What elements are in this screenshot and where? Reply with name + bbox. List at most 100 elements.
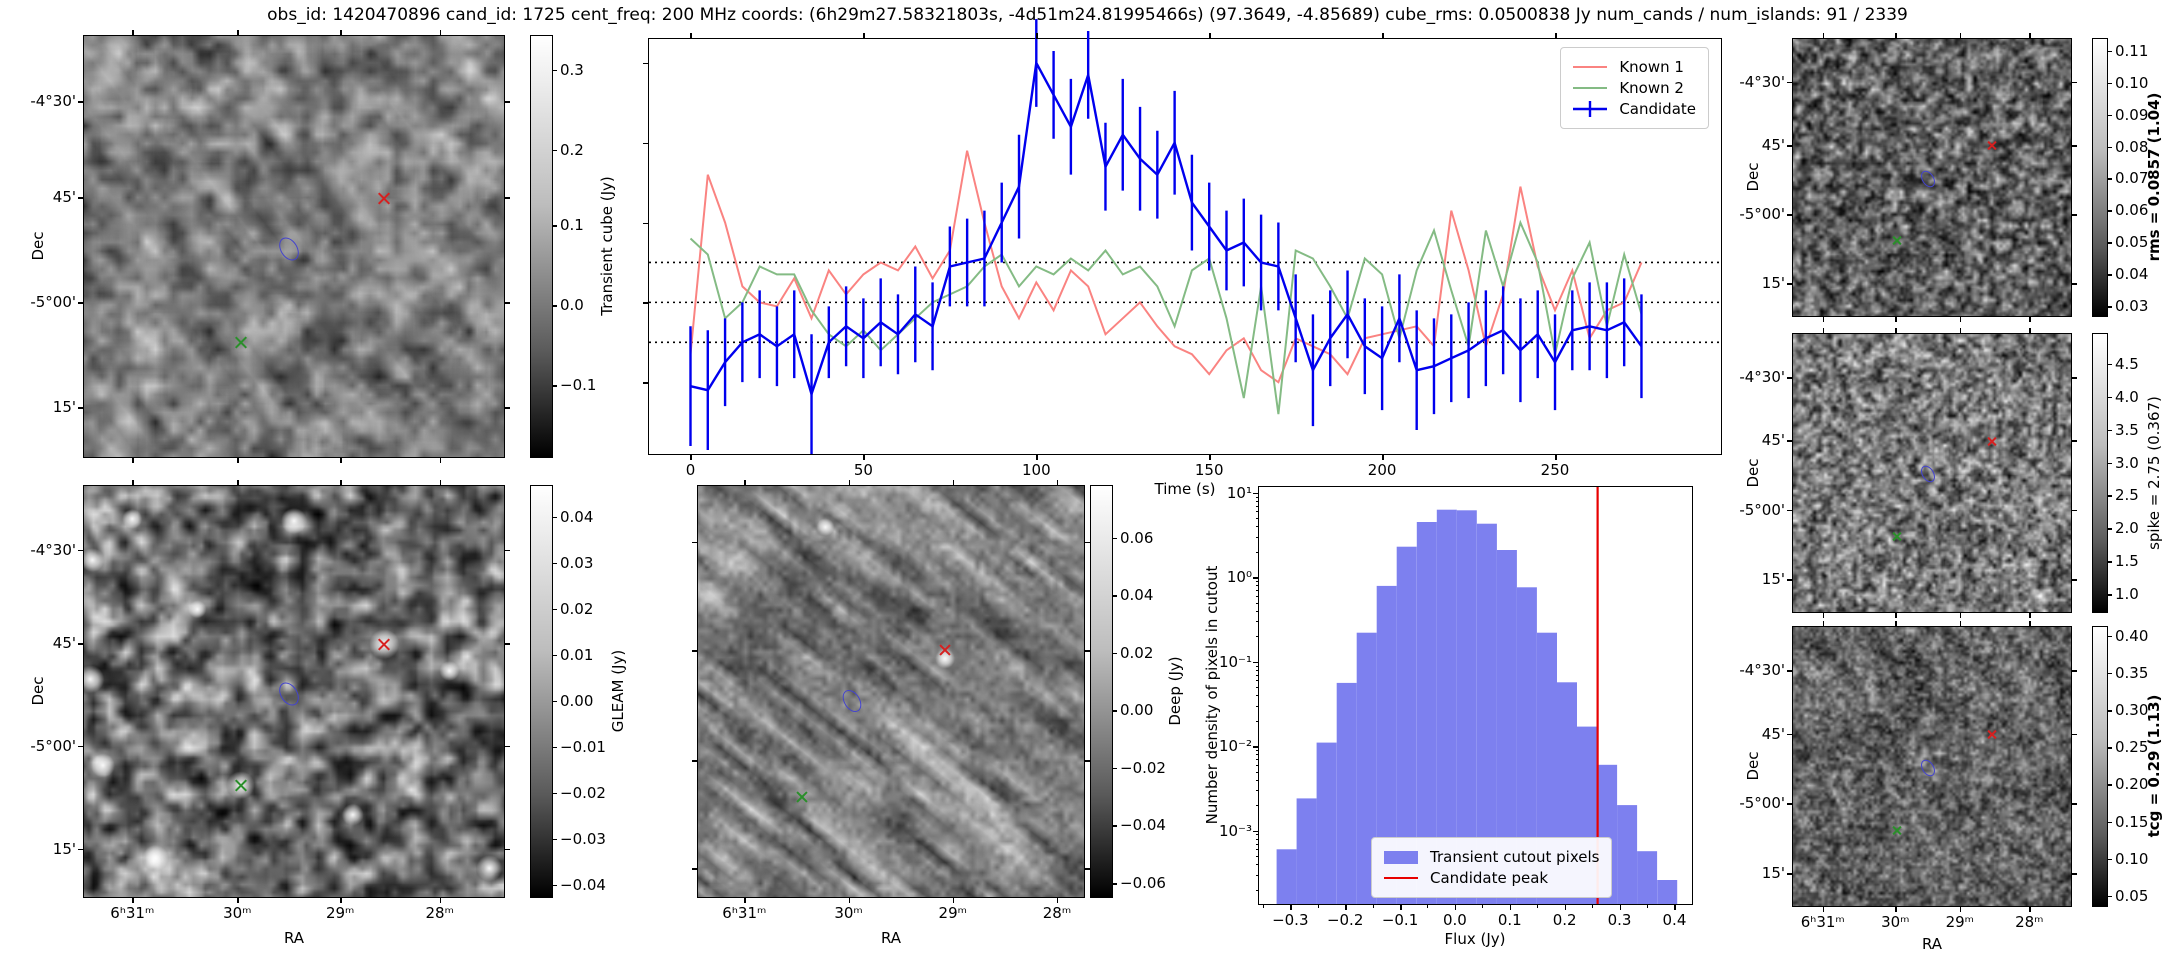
- rms-colorbar-tick: 0.03: [2115, 297, 2149, 316]
- candidate-peak-line-sample: [1384, 877, 1418, 879]
- gleam-colorbar: 0.04 0.03 0.02 0.01 0.00 −0.01 −0.02 −0.03 −0.04: [530, 485, 606, 898]
- legend-label: Known 1: [1619, 58, 1684, 76]
- tcg-colorbar-tick: 0.10: [2115, 849, 2149, 868]
- spike-colorbar-tick: 3.5: [2115, 420, 2139, 439]
- green-x-marker: [1891, 531, 1902, 542]
- dec-tick-label: 45': [1761, 431, 1785, 450]
- legend-item-candidate-peak: Candidate peak: [1384, 869, 1599, 887]
- legend-label: Known 2: [1619, 79, 1684, 97]
- ra-tick-label: 30ᵐ: [223, 904, 252, 922]
- histogram-legend: Transient cutout pixels Candidate peak: [1371, 837, 1613, 898]
- deep-colorbar-tick: 0.00: [1120, 701, 1154, 720]
- spike-colorbar-label: spike = 2.75 (0.367): [2145, 396, 2163, 550]
- rms-colorbar-tick: 0.05: [2115, 233, 2149, 252]
- rms-colorbar-tick: 0.11: [2115, 41, 2149, 60]
- green-x-marker: [233, 778, 248, 793]
- time-tick-label: 50: [853, 461, 873, 479]
- dec-tick-label: -4°30': [1739, 368, 1785, 387]
- ra-axis-label: RA: [283, 929, 305, 947]
- dec-tick-label: -4°30': [30, 540, 76, 559]
- dec-tick-label: 15': [52, 839, 76, 858]
- tcg-colorbar-tick: 0.25: [2115, 738, 2149, 757]
- flux-tick-label: −0.2: [1326, 911, 1364, 929]
- density-tick-label: 10⁻¹: [1218, 652, 1252, 671]
- ra-tick-label: 6ʰ31ᵐ: [110, 904, 155, 922]
- transient-cutout-image: [84, 36, 504, 457]
- deep-colorbar-tick: 0.02: [1120, 643, 1154, 662]
- tcg-colorbar-label: tcg = 0.29 (1.13): [2145, 694, 2163, 838]
- ra-tick-label: 28ᵐ: [425, 904, 454, 922]
- red-x-marker: [1986, 729, 1997, 740]
- deep-colorbar-label: Deep (Jy): [1166, 656, 1184, 726]
- ra-tick-label: 6ʰ31ᵐ: [722, 904, 767, 922]
- time-tick-label: 250: [1540, 461, 1570, 479]
- gleam-colorbar-tick: 0.01: [560, 645, 594, 664]
- ra-tick-label: 30ᵐ: [1881, 913, 1910, 931]
- rms-colorbar-tick: 0.06: [2115, 201, 2149, 220]
- red-x-marker: [1986, 140, 1997, 151]
- transient-colorbar-tick: −0.1: [560, 376, 597, 395]
- gleam-colorbar-tick: 0.04: [560, 507, 594, 526]
- ra-tick-label: 6ʰ31ᵐ: [1800, 913, 1845, 931]
- legend-item-cutout-pixels: Transient cutout pixels: [1384, 848, 1599, 866]
- flux-tick-label: −0.1: [1381, 911, 1419, 929]
- rms-cutout-panel: -4°30' 45' -5°00' 15': [1739, 33, 2077, 322]
- time-tick-label: 100: [1021, 461, 1051, 479]
- legend-item-known2: Known 2: [1573, 79, 1696, 97]
- known2-line-sample: [1573, 87, 1608, 89]
- deep-colorbar-tick: −0.02: [1120, 758, 1166, 777]
- gleam-colorbar-tick: 0.02: [560, 599, 594, 618]
- ra-tick-label: 28ᵐ: [1042, 904, 1072, 922]
- time-tick-label: 0: [685, 461, 696, 479]
- ra-tick-label: 30ᵐ: [834, 904, 863, 922]
- spike-colorbar-tick: 1.0: [2115, 585, 2139, 604]
- dec-tick-label: -5°00': [30, 736, 76, 755]
- spike-cutout-panel: -4°30' 45' -5°00' 15': [1739, 328, 2077, 618]
- time-tick-label: 150: [1194, 461, 1224, 479]
- red-x-marker: [938, 643, 952, 657]
- spike-colorbar-tick: 2.5: [2115, 486, 2139, 505]
- deep-cutout-image: [698, 486, 1084, 897]
- deep-colorbar-tick: 0.04: [1120, 586, 1154, 605]
- dec-tick-label: 45': [1761, 136, 1785, 155]
- ra-tick-label: 29ᵐ: [938, 904, 967, 922]
- tcg-colorbar-tick: 0.05: [2115, 886, 2149, 905]
- flux-histogram-panel: Transient cutout pixels Candidate peak −…: [1219, 484, 1693, 929]
- spike-colorbar-tick: 4.5: [2115, 354, 2139, 373]
- transient-colorbar-label: Transient cube (Jy): [598, 176, 616, 316]
- gleam-cutout-panel: 6ʰ31ᵐ 30ᵐ 29ᵐ 28ᵐ -4°30' 45' -5°00' 15': [30, 480, 510, 922]
- tcg-colorbar: 0.40 0.35 0.30 0.25 0.20 0.15 0.10 0.05: [2092, 626, 2148, 907]
- tcg-cutout-image: [1793, 627, 2071, 906]
- time-tick-label: 200: [1367, 461, 1397, 479]
- gleam-colorbar-tick: 0.00: [560, 691, 594, 710]
- legend-item-known1: Known 1: [1573, 58, 1696, 76]
- flux-histogram-plot: [1276, 487, 1678, 904]
- flux-tick-label: 0.1: [1497, 911, 1522, 929]
- time-axis-label: Time (s): [1154, 480, 1216, 498]
- density-tick-label: 10¹: [1226, 483, 1252, 502]
- gleam-colorbar-label: GLEAM (Jy): [609, 649, 627, 733]
- dec-tick-label: -5°00': [1739, 500, 1785, 519]
- dec-axis-label: Dec: [29, 676, 47, 706]
- dec-tick-label: -4°30': [1739, 661, 1785, 680]
- dec-tick-label: 45': [1761, 724, 1785, 743]
- dec-tick-label: -4°30': [1739, 72, 1785, 91]
- transient-colorbar-tick: 0.0: [560, 296, 584, 315]
- ra-tick-label: 29ᵐ: [325, 904, 355, 922]
- histogram-patch-sample: [1384, 850, 1418, 864]
- transient-colorbar: 0.3 0.2 0.1 0.0 −0.1: [530, 35, 596, 458]
- ra-tick-label: 28ᵐ: [2015, 913, 2044, 931]
- spike-colorbar-tick: 2.0: [2115, 519, 2139, 538]
- spike-colorbar-tick: 4.0: [2115, 387, 2139, 406]
- green-x-marker: [1891, 235, 1902, 246]
- ra-tick-label: 29ᵐ: [1945, 913, 1975, 931]
- dec-tick-label: 45': [52, 188, 76, 207]
- deep-colorbar-tick: −0.06: [1120, 874, 1166, 893]
- dec-tick-label: -4°30': [30, 92, 76, 111]
- dec-tick-label: -5°00': [1739, 205, 1785, 224]
- flux-tick-label: 0.3: [1607, 911, 1632, 929]
- dec-axis-label: Dec: [29, 231, 47, 261]
- legend-label: Candidate peak: [1430, 869, 1549, 887]
- dec-tick-label: 15': [52, 398, 76, 417]
- gleam-colorbar-tick: 0.03: [560, 553, 594, 572]
